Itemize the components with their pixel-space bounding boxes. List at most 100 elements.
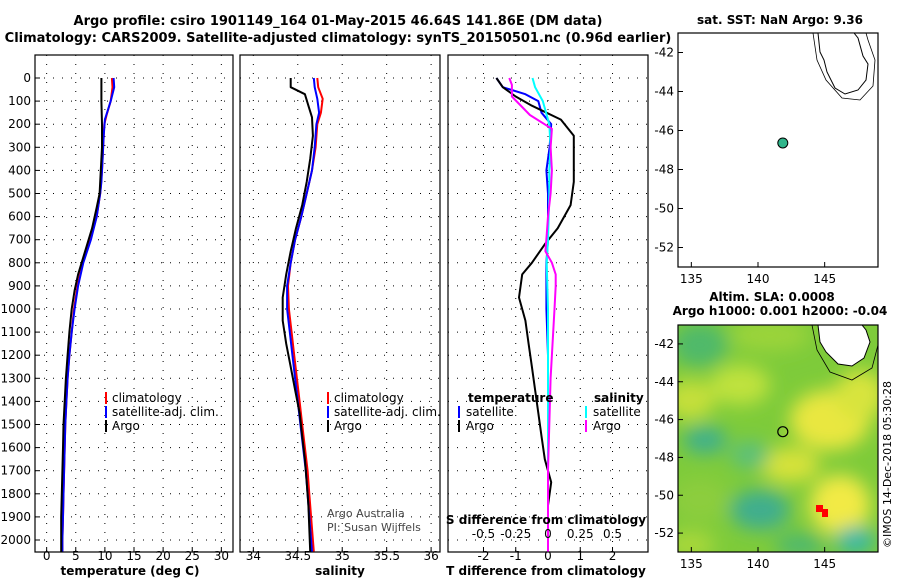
difference-xlabel: T difference from climatology: [446, 564, 646, 578]
series-line-satellite-adj-clim-: [286, 77, 321, 552]
x-tick-label: 36: [423, 549, 438, 563]
temperature-legend: climatology satellite-adj. clim. Argo: [105, 391, 219, 433]
s-tick-label: -0.25: [500, 527, 531, 541]
coast-contour: [812, 32, 876, 101]
y-tick-label: 0: [23, 71, 31, 85]
y-tick-label: 700: [8, 233, 31, 247]
sla-map-panel: [677, 324, 879, 553]
map-x-tick-label: 140: [747, 272, 770, 286]
x-tick-label: 0: [544, 549, 552, 563]
y-tick-label: 1400: [0, 394, 31, 408]
temperature-chart: 0 5 10 15 20 25 300100200300400500600700800900…: [0, 55, 233, 563]
map-y-tick-label: -50: [654, 488, 674, 502]
y-tick-label: 1700: [0, 464, 31, 478]
legend-label: Argo: [466, 419, 494, 433]
map-y-tick-label: -48: [654, 450, 674, 464]
s-tick-label: 0.5: [603, 527, 622, 541]
x-tick-label: 15: [126, 549, 141, 563]
difference-chart: -2 -1 0 1 2: [448, 55, 648, 563]
series-line-s-satellite: [531, 77, 552, 552]
legend-label: climatology: [334, 391, 404, 405]
sst-map-title: sat. SST: NaN Argo: 9.36: [697, 13, 863, 27]
map-x-tick-label: 145: [813, 557, 836, 571]
map-x-tick-label: 135: [680, 557, 703, 571]
map-y-tick-label: -46: [654, 413, 674, 427]
map-y-tick-label: -46: [654, 124, 674, 138]
map-y-tick-label: -50: [654, 202, 674, 216]
argo-float-marker: [777, 137, 789, 149]
y-tick-label: 500: [8, 187, 31, 201]
argo-float-marker: [777, 426, 789, 438]
y-tick-label: 1200: [0, 348, 31, 362]
x-tick-label: 10: [97, 549, 112, 563]
sst-map: -42 -44 -46 -48 -50 -52 135 140 145: [654, 32, 876, 286]
x-tick-label: -1: [510, 549, 522, 563]
y-tick-label: 400: [8, 163, 31, 177]
series-line-climatology: [61, 77, 114, 552]
legend-label: satellite: [466, 405, 514, 419]
difference-legend: temperature satellite Argo salinity sate…: [458, 391, 644, 433]
s-tick-label: 0.25: [567, 527, 594, 541]
salinity-panel: [239, 54, 441, 553]
series-line-argo: [60, 78, 103, 552]
map-y-tick-label: -48: [654, 163, 674, 177]
figure-title: Argo profile: csiro 1901149_164 01-May-2…: [74, 14, 603, 29]
x-tick-label: 35: [335, 549, 350, 563]
sla-map-title: Altim. SLA: 0.0008: [709, 290, 835, 304]
coast-contour: [811, 325, 878, 381]
salinity-legend: climatology satellite-adj. clim. Argo: [327, 391, 441, 433]
sla-map-axes: -42 -44 -46 -48 -50 -52 135 140 145: [654, 337, 836, 571]
x-tick-label: 30: [214, 549, 229, 563]
y-tick-label: 300: [8, 140, 31, 154]
legend-label: Argo: [334, 419, 362, 433]
x-tick-label: 0: [43, 549, 51, 563]
map-y-tick-label: -52: [654, 241, 674, 255]
x-tick-label: 20: [155, 549, 170, 563]
x-tick-label: 35.5: [373, 549, 400, 563]
temperature-xlabel: temperature (deg C): [61, 564, 200, 578]
map-y-tick-label: -44: [654, 85, 674, 99]
sla-high-anomaly: [816, 505, 823, 512]
y-tick-label: 1900: [0, 510, 31, 524]
series-line-t-argo: [495, 77, 575, 552]
x-tick-label: -2: [477, 549, 489, 563]
map-y-tick-label: -52: [654, 526, 674, 540]
y-tick-label: 200: [8, 117, 31, 131]
x-tick-label: 1: [576, 549, 584, 563]
credit-pi: PI: Susan Wijffels: [327, 521, 421, 534]
x-tick-label: 34.5: [284, 549, 311, 563]
series-line-argo: [281, 78, 314, 552]
legend-label: Argo: [593, 419, 621, 433]
s-difference-ticks: -0.5 -0.25 0 0.25 0.5: [472, 527, 622, 541]
tasmania-outline: [817, 32, 869, 95]
series-line-satellite-adj-clim-: [61, 77, 116, 552]
difference-s-label: S difference from climatology: [446, 513, 646, 527]
timestamp-stamp: ©IMOS 14-Dec-2018 05:30:28: [881, 381, 894, 548]
series-line-climatology: [287, 77, 324, 552]
map-y-tick-label: -42: [654, 46, 674, 60]
y-tick-label: 1800: [0, 487, 31, 501]
legend-label: satellite: [593, 405, 641, 419]
legend-label: satellite-adj. clim.: [112, 405, 219, 419]
map-y-tick-label: -44: [654, 375, 674, 389]
salinity-chart: 34 34.5 35 35.5 36: [240, 55, 440, 563]
map-x-tick-label: 140: [747, 557, 770, 571]
tasmania-land: [817, 325, 871, 367]
y-tick-label: 900: [8, 279, 31, 293]
sla-heatmap: [678, 325, 878, 552]
series-line-s-argo: [508, 77, 557, 552]
map-x-tick-label: 135: [680, 272, 703, 286]
legend-title-temperature: temperature: [468, 391, 553, 405]
s-tick-label: 0: [544, 527, 552, 541]
map-x-tick-label: 145: [813, 272, 836, 286]
y-tick-label: 1000: [0, 302, 31, 316]
credit-org: Argo Australia: [327, 507, 405, 520]
y-tick-label: 600: [8, 210, 31, 224]
salinity-xlabel: salinity: [315, 564, 365, 578]
y-tick-label: 1500: [0, 418, 31, 432]
y-tick-label: 800: [8, 256, 31, 270]
y-tick-label: 2000: [0, 533, 31, 547]
y-tick-label: 100: [8, 94, 31, 108]
x-tick-label: 34: [246, 549, 261, 563]
